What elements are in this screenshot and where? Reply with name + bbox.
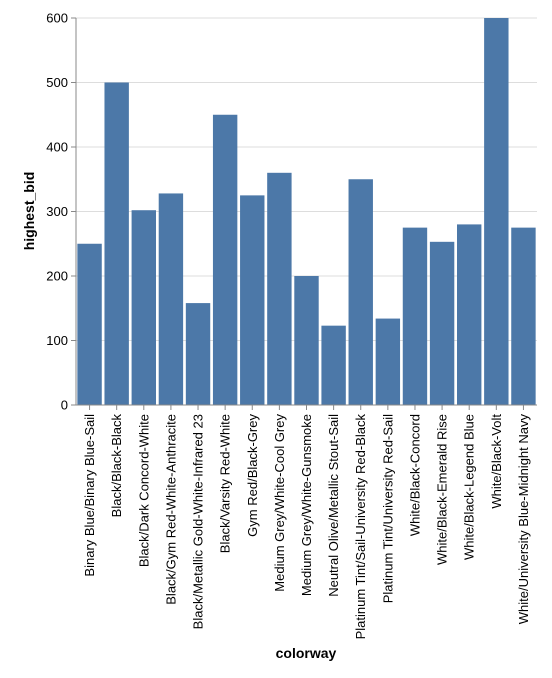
- y-tick-label: 100: [46, 333, 68, 348]
- x-tick-label: White/Black-Emerald Rise: [435, 414, 450, 565]
- x-tick-label: White/Black-Legend Blue: [462, 414, 477, 560]
- x-tick-label: Black/Dark Concord-White: [136, 414, 151, 567]
- x-tick-label: Medium Grey/White-Cool Grey: [272, 414, 287, 592]
- bar-layer: [77, 18, 536, 406]
- x-tick-label: White/Black-Volt: [489, 414, 504, 509]
- bar[interactable]: [321, 325, 346, 405]
- x-tick-label: Black/Black-Black: [109, 414, 124, 518]
- bar[interactable]: [429, 241, 455, 405]
- bar[interactable]: [348, 179, 373, 405]
- y-tick-label: 300: [46, 204, 68, 219]
- x-tick-label: Gym Red/Black-Grey: [245, 414, 260, 537]
- y-tick-label: 500: [46, 75, 68, 90]
- x-tick-label: Black/Varsity Red-White: [218, 414, 233, 553]
- bar[interactable]: [375, 318, 401, 405]
- bar[interactable]: [212, 114, 238, 405]
- bar[interactable]: [131, 210, 156, 405]
- x-tick-label: Medium Grey/White-Gunsmoke: [299, 414, 314, 596]
- bar[interactable]: [294, 276, 319, 405]
- x-tick-label: Binary Blue/Binary Blue-Sail: [82, 414, 97, 577]
- bar[interactable]: [484, 18, 509, 405]
- bar[interactable]: [158, 193, 184, 405]
- bar[interactable]: [185, 303, 211, 405]
- y-tick-label: 600: [46, 11, 68, 26]
- bar[interactable]: [104, 82, 129, 406]
- bar[interactable]: [457, 224, 482, 405]
- bar[interactable]: [77, 243, 102, 405]
- x-tick-label: Black/Gym Red-White-Anthracite: [163, 414, 178, 605]
- bar[interactable]: [267, 172, 292, 405]
- x-axis-title: colorway: [276, 645, 337, 661]
- bar[interactable]: [402, 227, 428, 405]
- bar[interactable]: [511, 227, 536, 405]
- axis-layer: 0 100 200 300 400 500 600 Binary Blue/Binary Bl…: [46, 11, 537, 640]
- x-tick-label: White/University Blue-Midnight Navy: [516, 414, 531, 625]
- x-tick-label: White/Black-Concord: [407, 414, 422, 536]
- bar[interactable]: [240, 195, 265, 405]
- y-tick-label: 400: [46, 140, 68, 155]
- y-axis-title: highest_bid: [21, 172, 37, 251]
- y-tick-label: 0: [61, 398, 68, 413]
- x-tick-label: Platinum Tint/Sail-University Red-Black: [353, 414, 368, 640]
- x-tick-label: Platinum Tint/University Red-Sail: [380, 414, 395, 603]
- x-tick-label: Neutral Olive/Metallic Stout-Sail: [326, 414, 341, 597]
- x-tick-label: Black/Metallic Gold-White-Infrared 23: [191, 414, 206, 629]
- y-tick-label: 200: [46, 269, 68, 284]
